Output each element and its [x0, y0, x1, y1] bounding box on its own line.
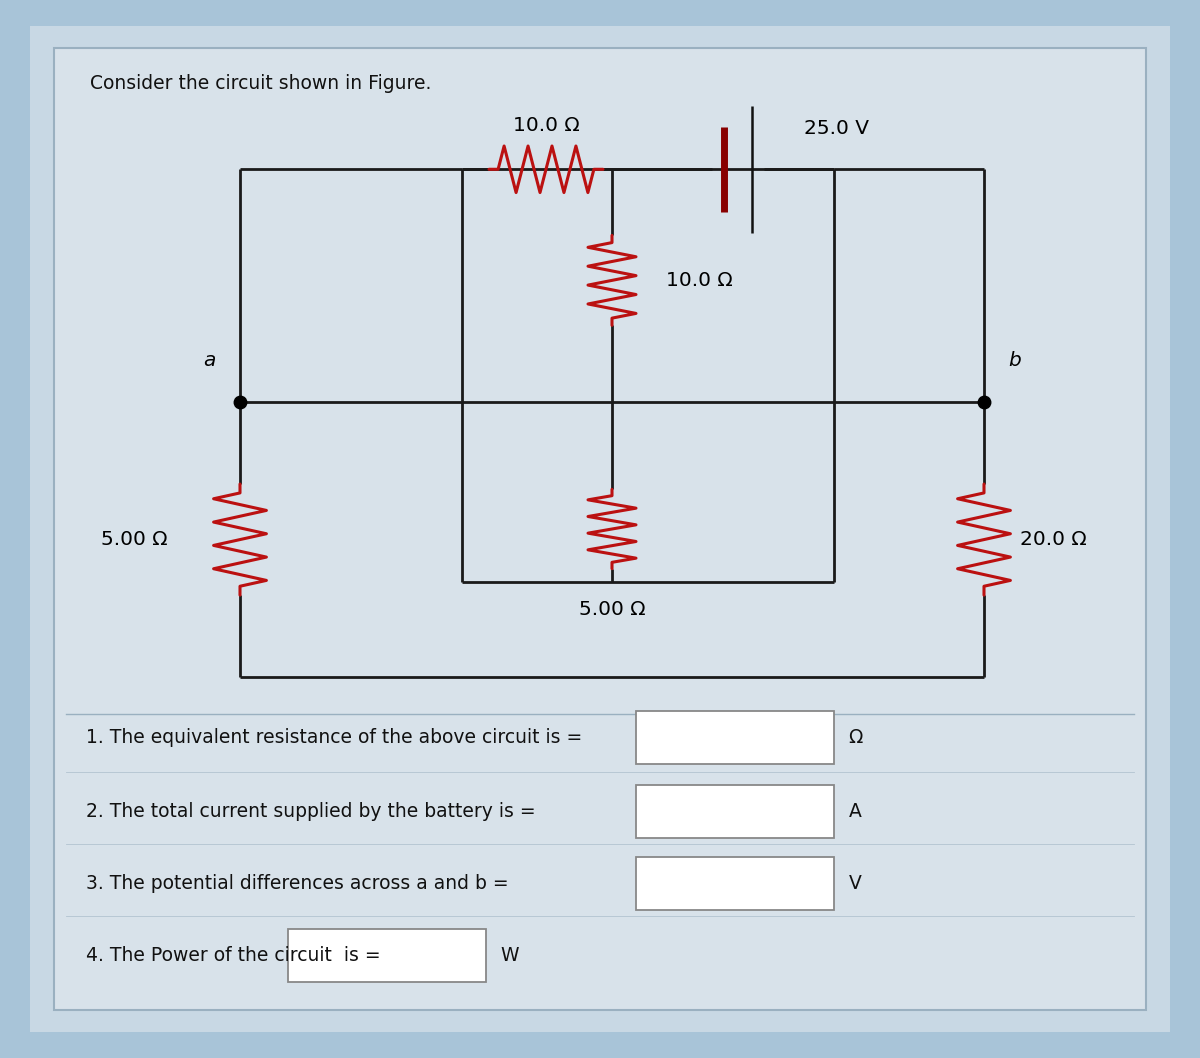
- Text: Ω: Ω: [848, 728, 863, 747]
- Text: 10.0 Ω: 10.0 Ω: [512, 116, 580, 135]
- Text: Consider the circuit shown in Figure.: Consider the circuit shown in Figure.: [90, 74, 431, 93]
- Text: 1. The equivalent resistance of the above circuit is =: 1. The equivalent resistance of the abov…: [86, 728, 583, 747]
- FancyBboxPatch shape: [288, 929, 486, 982]
- Text: 10.0 Ω: 10.0 Ω: [666, 271, 733, 290]
- Text: 4. The Power of the circuit  is =: 4. The Power of the circuit is =: [86, 946, 382, 965]
- Text: A: A: [848, 802, 862, 821]
- Text: 2. The total current supplied by the battery is =: 2. The total current supplied by the bat…: [86, 802, 536, 821]
- Text: 25.0 V: 25.0 V: [804, 118, 869, 138]
- Text: W: W: [500, 946, 518, 965]
- Text: 20.0 Ω: 20.0 Ω: [1020, 530, 1087, 549]
- Text: b: b: [1008, 351, 1021, 370]
- Text: a: a: [204, 351, 216, 370]
- FancyBboxPatch shape: [30, 26, 1170, 1032]
- FancyBboxPatch shape: [636, 857, 834, 910]
- Text: 5.00 Ω: 5.00 Ω: [101, 530, 168, 549]
- Text: 5.00 Ω: 5.00 Ω: [578, 601, 646, 619]
- FancyBboxPatch shape: [636, 785, 834, 838]
- Text: V: V: [848, 874, 862, 893]
- Text: 3. The potential differences across a and b =: 3. The potential differences across a an…: [86, 874, 509, 893]
- FancyBboxPatch shape: [54, 48, 1146, 1010]
- FancyBboxPatch shape: [636, 711, 834, 764]
